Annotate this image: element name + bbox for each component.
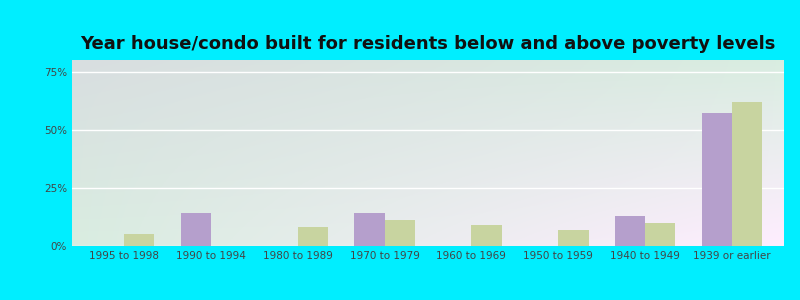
- Bar: [558, 230, 589, 246]
- Bar: [732, 102, 762, 246]
- Bar: [124, 234, 154, 246]
- Bar: [702, 113, 732, 246]
- Bar: [614, 216, 645, 246]
- Bar: [298, 227, 328, 246]
- Bar: [385, 220, 415, 246]
- Bar: [354, 214, 385, 246]
- Title: Year house/condo built for residents below and above poverty levels: Year house/condo built for residents bel…: [80, 35, 776, 53]
- Bar: [181, 214, 211, 246]
- Bar: [645, 223, 675, 246]
- Bar: [471, 225, 502, 246]
